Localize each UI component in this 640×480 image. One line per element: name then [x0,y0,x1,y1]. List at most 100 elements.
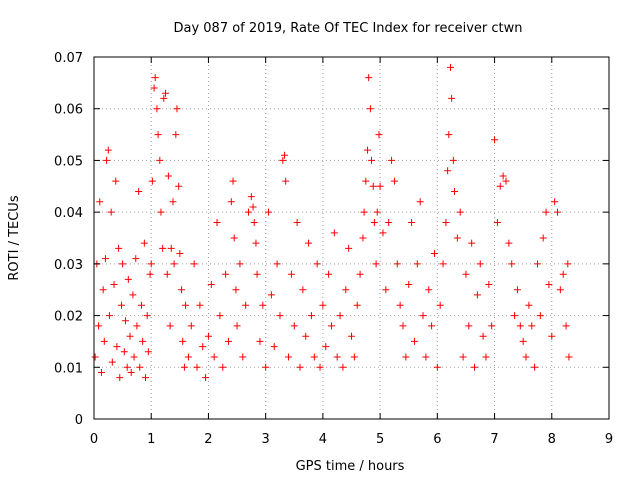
data-point [232,286,240,294]
x-tick-label: 4 [319,432,327,447]
data-point [370,218,378,226]
data-point [153,105,161,113]
data-point [505,239,513,247]
data-point [239,353,247,361]
data-point [468,239,476,247]
data-point [187,322,195,330]
data-point [545,281,553,289]
x-tick-label: 6 [433,432,441,447]
data-point [253,270,261,278]
data-point [508,260,516,268]
data-point [548,332,556,340]
data-point [190,260,198,268]
grid-lines [94,57,609,419]
data-point [310,353,318,361]
data-point [247,193,255,201]
data-point [382,286,390,294]
x-axis-label: GPS time / hours [296,459,405,474]
data-point [202,374,210,382]
data-point [559,270,567,278]
data-point [222,270,230,278]
data-point [307,312,315,320]
data-point [230,234,238,242]
data-point [356,270,364,278]
data-point [259,301,267,309]
data-point [119,260,127,268]
y-tick-label: 0.02 [54,310,83,325]
data-point [105,312,113,320]
data-point [110,281,118,289]
data-point [491,136,499,144]
x-tick-label: 1 [147,432,155,447]
data-point [511,312,519,320]
data-point [436,301,444,309]
data-point [136,363,144,371]
y-tick-label: 0.04 [54,206,83,221]
data-point [97,368,105,376]
data-point [178,286,186,294]
data-point [342,286,350,294]
data-point [147,260,155,268]
y-tick-label: 0.05 [54,154,83,169]
data-point [107,208,115,216]
data-point [104,146,112,154]
y-tick-label: 0.06 [54,103,83,118]
data-point [459,353,467,361]
data-point [142,374,149,382]
data-point [393,260,401,268]
data-point [229,177,237,185]
data-point [442,218,450,226]
y-axis-label: ROTI / TECUs [7,195,22,280]
data-point [485,281,493,289]
data-point [422,353,430,361]
data-point [405,281,413,289]
data-point [199,343,207,351]
data-point [479,332,487,340]
data-point [360,208,368,216]
data-point [446,63,454,71]
data-point [519,337,527,345]
data-point [115,244,123,252]
data-point [296,363,304,371]
data-point [565,353,573,361]
x-tick-label: 2 [204,432,212,447]
data-point [112,177,120,185]
data-point [256,337,264,345]
data-point [327,322,335,330]
data-point [196,301,204,309]
data-point [123,363,131,371]
data-point [313,260,321,268]
data-point [101,255,109,263]
data-point [121,317,129,325]
data-point [330,229,338,237]
data-point [213,218,221,226]
data-point [368,156,376,164]
data-point [399,322,407,330]
data-point [536,312,544,320]
data-point [433,363,441,371]
y-tick-label: 0 [75,413,83,428]
data-point [250,218,258,226]
data-point [276,312,284,320]
data-point [476,260,484,268]
y-tick-label: 0.01 [54,361,83,376]
data-point [482,353,490,361]
data-point [162,89,170,97]
data-point [419,312,427,320]
data-point [227,198,235,206]
data-point [375,131,383,139]
data-point [108,358,116,366]
data-point [156,156,164,164]
data-point [372,260,380,268]
data-point [135,187,143,195]
data-point [130,353,138,361]
data-point [445,131,453,139]
data-point [408,218,416,226]
data-point [124,275,132,283]
data-point [267,291,275,299]
data-point [305,239,313,247]
data-point [167,244,175,252]
data-point [396,301,404,309]
data-point [151,74,159,82]
